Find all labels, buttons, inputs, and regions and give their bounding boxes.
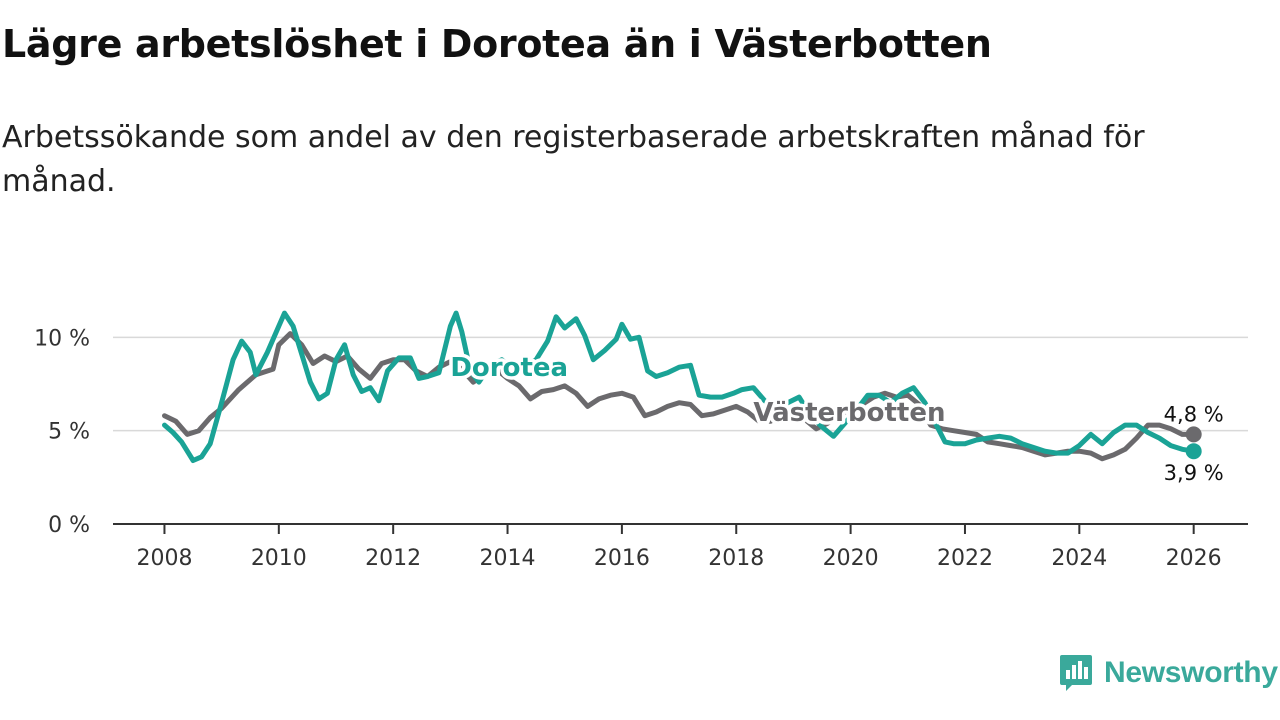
y-tick-label: 5 % bbox=[48, 420, 90, 445]
series-labels: 4,8 % 3,9 % Dorotea Västerbotten bbox=[447, 350, 1224, 486]
series-lines bbox=[162, 310, 1202, 463]
chart-title: Lägre arbetslöshet i Dorotea än i Väster… bbox=[2, 22, 992, 66]
gridlines bbox=[113, 336, 1248, 432]
end-value-bottom: 3,9 % bbox=[1164, 461, 1224, 485]
x-tick-label: 2012 bbox=[365, 546, 421, 571]
x-tick-label: 2016 bbox=[594, 546, 650, 571]
axes: 0 % 5 % 10 % 2008 2010 2012 2014 2016 2018 2020 20… bbox=[34, 326, 1248, 571]
series-label-dorotea: Dorotea bbox=[450, 353, 568, 383]
x-tick-label: 2024 bbox=[1051, 546, 1107, 571]
x-tick-label: 2022 bbox=[937, 546, 993, 571]
end-marker-vasterbotten bbox=[1185, 426, 1202, 443]
series-label-vasterbotten: Västerbotten bbox=[753, 398, 945, 428]
brand-name: Newsworthy bbox=[1104, 656, 1278, 689]
end-marker-dorotea bbox=[1185, 443, 1202, 460]
end-value-top: 4,8 % bbox=[1164, 402, 1224, 426]
newsworthy-logo: Newsworthy bbox=[1058, 652, 1278, 694]
x-tick-label: 2018 bbox=[708, 546, 764, 571]
y-tick-label: 10 % bbox=[34, 326, 90, 351]
newsworthy-logo-icon bbox=[1060, 655, 1092, 691]
x-tick-label: 2026 bbox=[1166, 546, 1222, 571]
x-tick-label: 2008 bbox=[136, 546, 192, 571]
y-tick-label: 0 % bbox=[48, 513, 90, 538]
series-line-dorotea bbox=[162, 310, 1197, 463]
chart-subtitle: Arbetssökande som andel av den registerb… bbox=[2, 120, 1145, 199]
x-tick-label: 2014 bbox=[480, 546, 536, 571]
x-tick-label: 2020 bbox=[823, 546, 879, 571]
x-tick-label: 2010 bbox=[251, 546, 307, 571]
